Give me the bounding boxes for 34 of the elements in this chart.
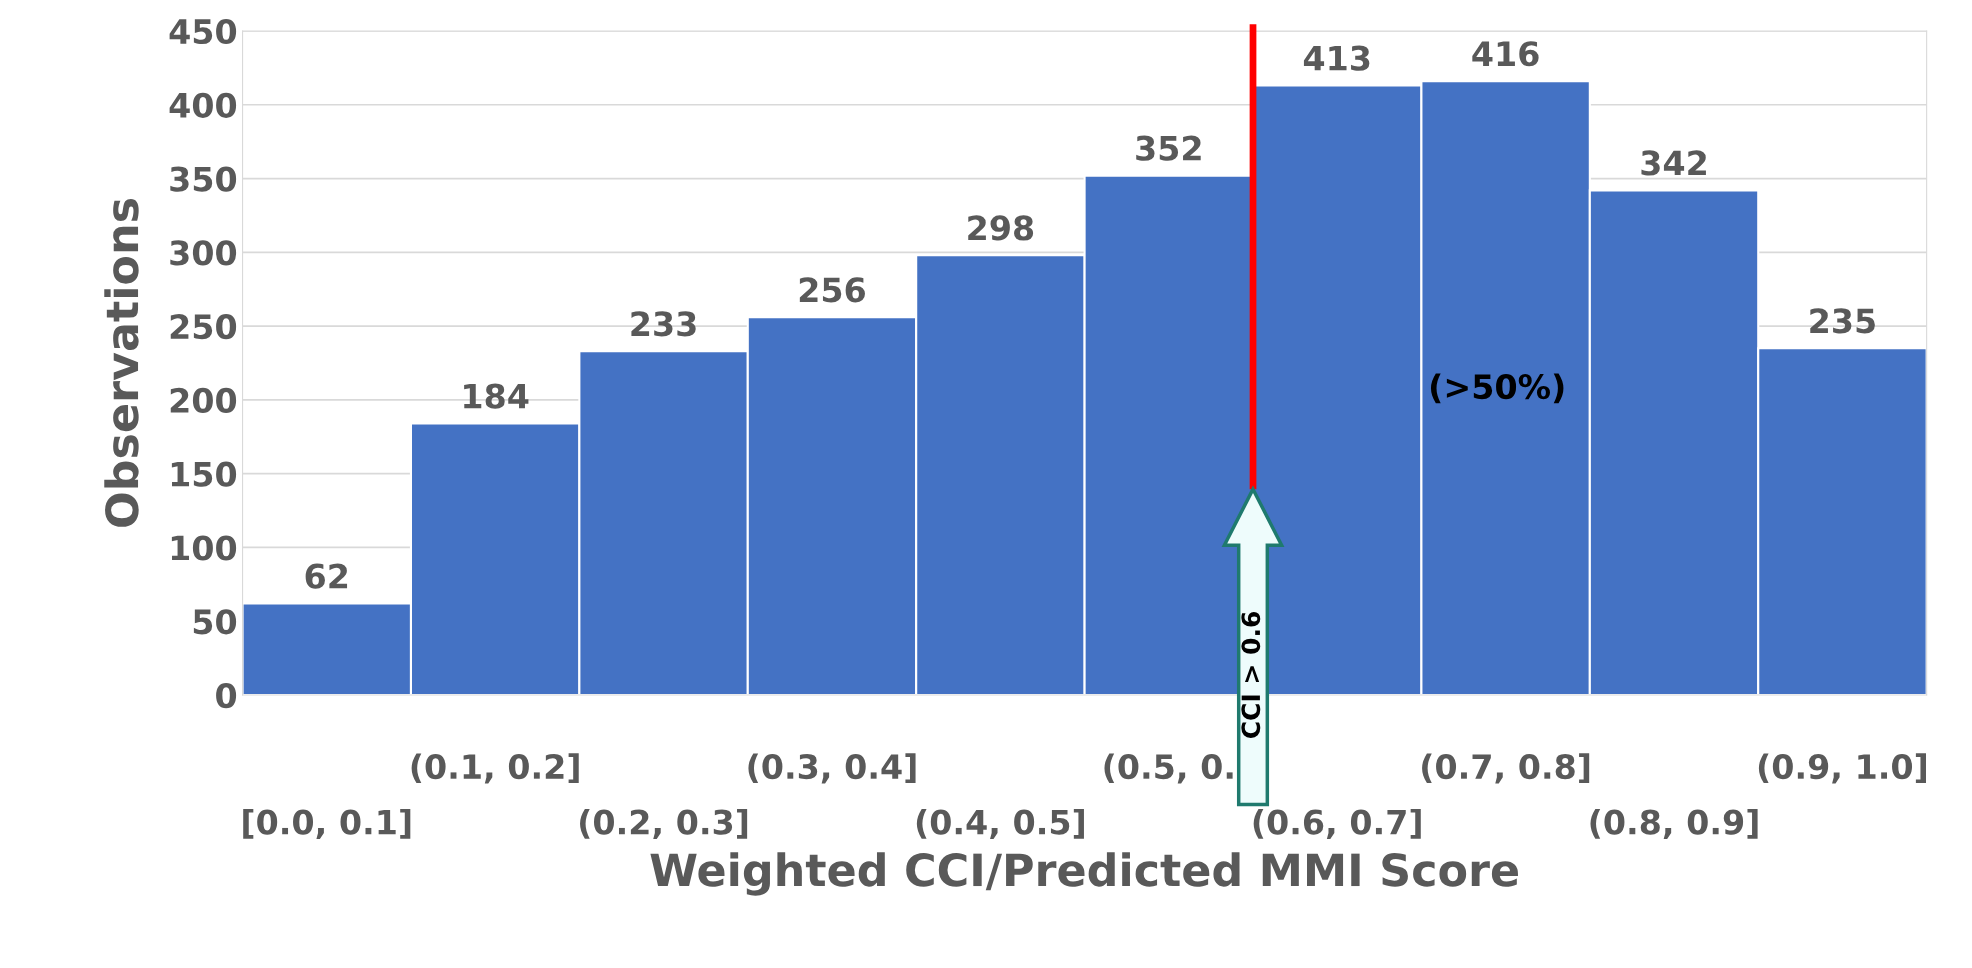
- annotation: (>50%): [1430, 373, 1564, 404]
- data-label: 298: [968, 215, 1034, 241]
- y-tick-label: 100: [171, 535, 237, 561]
- data-label: 342: [1641, 150, 1706, 176]
- y-tick-label: 150: [171, 461, 237, 487]
- data-label: 184: [464, 383, 529, 409]
- y-tick-label: 400: [169, 92, 237, 118]
- x-tick-label: (0.5, 0.: [1104, 753, 1233, 784]
- annotation: CCI > 0.6: [1241, 611, 1261, 738]
- data-label: 235: [1810, 308, 1875, 334]
- data-label: 352: [1136, 135, 1201, 161]
- x-tick-label: (0.8, 0.9]: [1590, 808, 1758, 839]
- y-tick-label: 0: [216, 682, 237, 709]
- x-tick-label: (0.1, 0.2]: [411, 753, 579, 784]
- data-label: 413: [1303, 45, 1370, 71]
- y-tick-label: 50: [193, 609, 237, 635]
- data-label: 416: [1472, 41, 1539, 67]
- x-tick-label: (0.6, 0.7]: [1253, 808, 1421, 839]
- y-tick-label: 450: [169, 18, 237, 45]
- x-tick-label: (0.4, 0.5]: [916, 808, 1084, 839]
- x-tick-label: (0.3, 0.4]: [748, 753, 916, 784]
- data-label: 62: [305, 563, 348, 589]
- y-tick-label: 300: [170, 240, 237, 266]
- data-label: 256: [799, 277, 865, 303]
- y-tick-label: 350: [170, 166, 237, 192]
- x-tick-label: (0.7, 0.8]: [1422, 753, 1590, 784]
- x-tick-label: [0.0, 0.1]: [243, 808, 411, 839]
- x-axis-title: Weighted CCI/Predicted MMI Score: [650, 852, 1518, 896]
- x-tick-label: (0.9, 1.0]: [1758, 753, 1926, 784]
- y-axis-title: Observations: [104, 199, 139, 527]
- y-tick-label: 250: [170, 314, 237, 340]
- x-tick-label: (0.2, 0.3]: [580, 808, 748, 839]
- y-tick-label: 200: [170, 387, 237, 414]
- data-label: 233: [631, 311, 696, 337]
